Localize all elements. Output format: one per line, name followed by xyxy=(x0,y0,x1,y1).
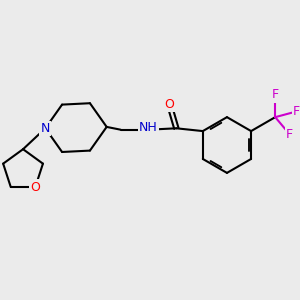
Text: F: F xyxy=(286,128,293,141)
Text: O: O xyxy=(30,181,40,194)
Text: F: F xyxy=(272,88,279,101)
Text: O: O xyxy=(164,98,174,111)
Text: NH: NH xyxy=(139,121,158,134)
Text: N: N xyxy=(41,122,50,135)
Text: F: F xyxy=(293,105,300,118)
